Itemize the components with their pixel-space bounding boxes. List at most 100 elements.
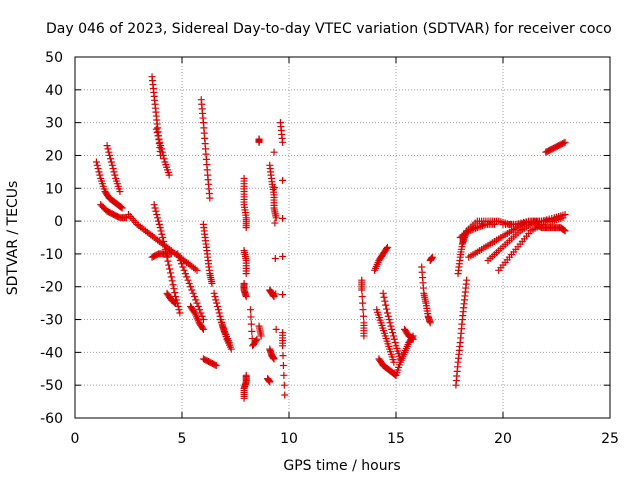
series-arc-at [499,211,569,228]
data-point [92,158,100,166]
data-point [279,361,287,369]
data-point [193,266,201,274]
data-point [383,245,391,253]
series-arc-x [266,161,280,222]
data-point [242,270,250,278]
data-point [242,371,250,379]
data-point [187,283,195,291]
series-arc-ae [371,243,391,274]
series-arc-a [92,158,126,212]
data-point [198,312,206,320]
data-point [166,265,174,273]
data-point [559,226,567,234]
series-arc-j [174,250,207,324]
data-point [154,132,162,140]
data-point [383,305,391,313]
data-point [390,358,398,366]
data-point [188,286,196,294]
data-point [156,224,164,232]
data-point [279,176,287,184]
series-arc-i [163,289,180,307]
data-point [183,273,191,281]
y-tick-label: -10 [40,247,63,263]
data-point [178,260,186,268]
series-arc-ab [270,148,280,333]
data-point [93,161,101,169]
y-tick-label: 0 [54,214,63,230]
data-point [475,223,483,231]
data-point [279,214,287,222]
data-point [172,293,180,301]
data-point [383,309,391,317]
data-point [171,289,179,297]
data-points [92,73,569,402]
data-point [170,285,178,293]
series-arc-m [199,220,216,287]
x-tick-label: 25 [601,431,619,447]
data-point [478,222,486,230]
data-point [176,256,184,264]
data-point [179,263,187,271]
data-point [95,168,103,176]
data-point [381,297,389,305]
data-point [96,171,104,179]
y-tick-label: -40 [40,345,63,361]
data-point [165,261,173,269]
x-tick-label: 10 [280,431,298,447]
series-arc-ak [418,263,434,327]
data-point [189,289,197,297]
data-point [561,227,569,235]
x-tick-label: 0 [71,431,80,447]
data-point [561,138,569,146]
data-point [111,171,119,179]
data-point [213,299,221,307]
x-tick-label: 5 [178,431,187,447]
data-point [257,332,265,340]
grid-lines [75,57,610,418]
data-point [272,214,280,222]
data-point [181,270,189,278]
data-point [107,158,115,166]
data-point [180,266,188,274]
data-point [211,293,219,301]
data-point [387,322,395,330]
data-point [385,316,393,324]
series-arc-k [187,302,207,333]
y-tick-labels: -60 -50 -40 -30 -20 -10 0 10 20 30 40 50 [40,50,63,427]
series-arc-b [97,201,130,222]
data-point [473,224,481,232]
series-arc-aa [264,375,274,386]
data-point [160,241,168,249]
data-point [280,371,288,379]
x-tick-label: 15 [387,431,405,447]
data-point [248,335,256,343]
data-point [107,155,115,163]
series-arc-c [103,142,124,196]
data-point [560,226,568,234]
data-point [358,286,366,294]
data-point [359,312,367,320]
data-point [280,381,288,389]
data-point [477,222,485,230]
data-point [211,361,219,369]
axis-ticks [74,56,611,419]
chart-title: Day 046 of 2023, Sidereal Day-to-day VTE… [46,21,612,37]
y-tick-label: 50 [45,50,63,66]
y-tick-label: 30 [45,116,63,132]
data-point [164,257,172,265]
series-arc-v [255,135,263,146]
data-point [255,138,263,146]
data-point [386,319,394,327]
data-point [360,332,368,340]
y-tick-label: -60 [40,411,63,427]
data-point [174,250,182,258]
data-point [94,165,102,173]
data-point [153,211,161,219]
data-point [170,298,178,306]
data-point [169,281,177,289]
data-point [270,184,278,192]
plot-frame [74,56,611,419]
data-point [167,273,175,281]
series-arc-af [373,306,398,366]
x-axis-label: GPS time / hours [283,458,400,474]
